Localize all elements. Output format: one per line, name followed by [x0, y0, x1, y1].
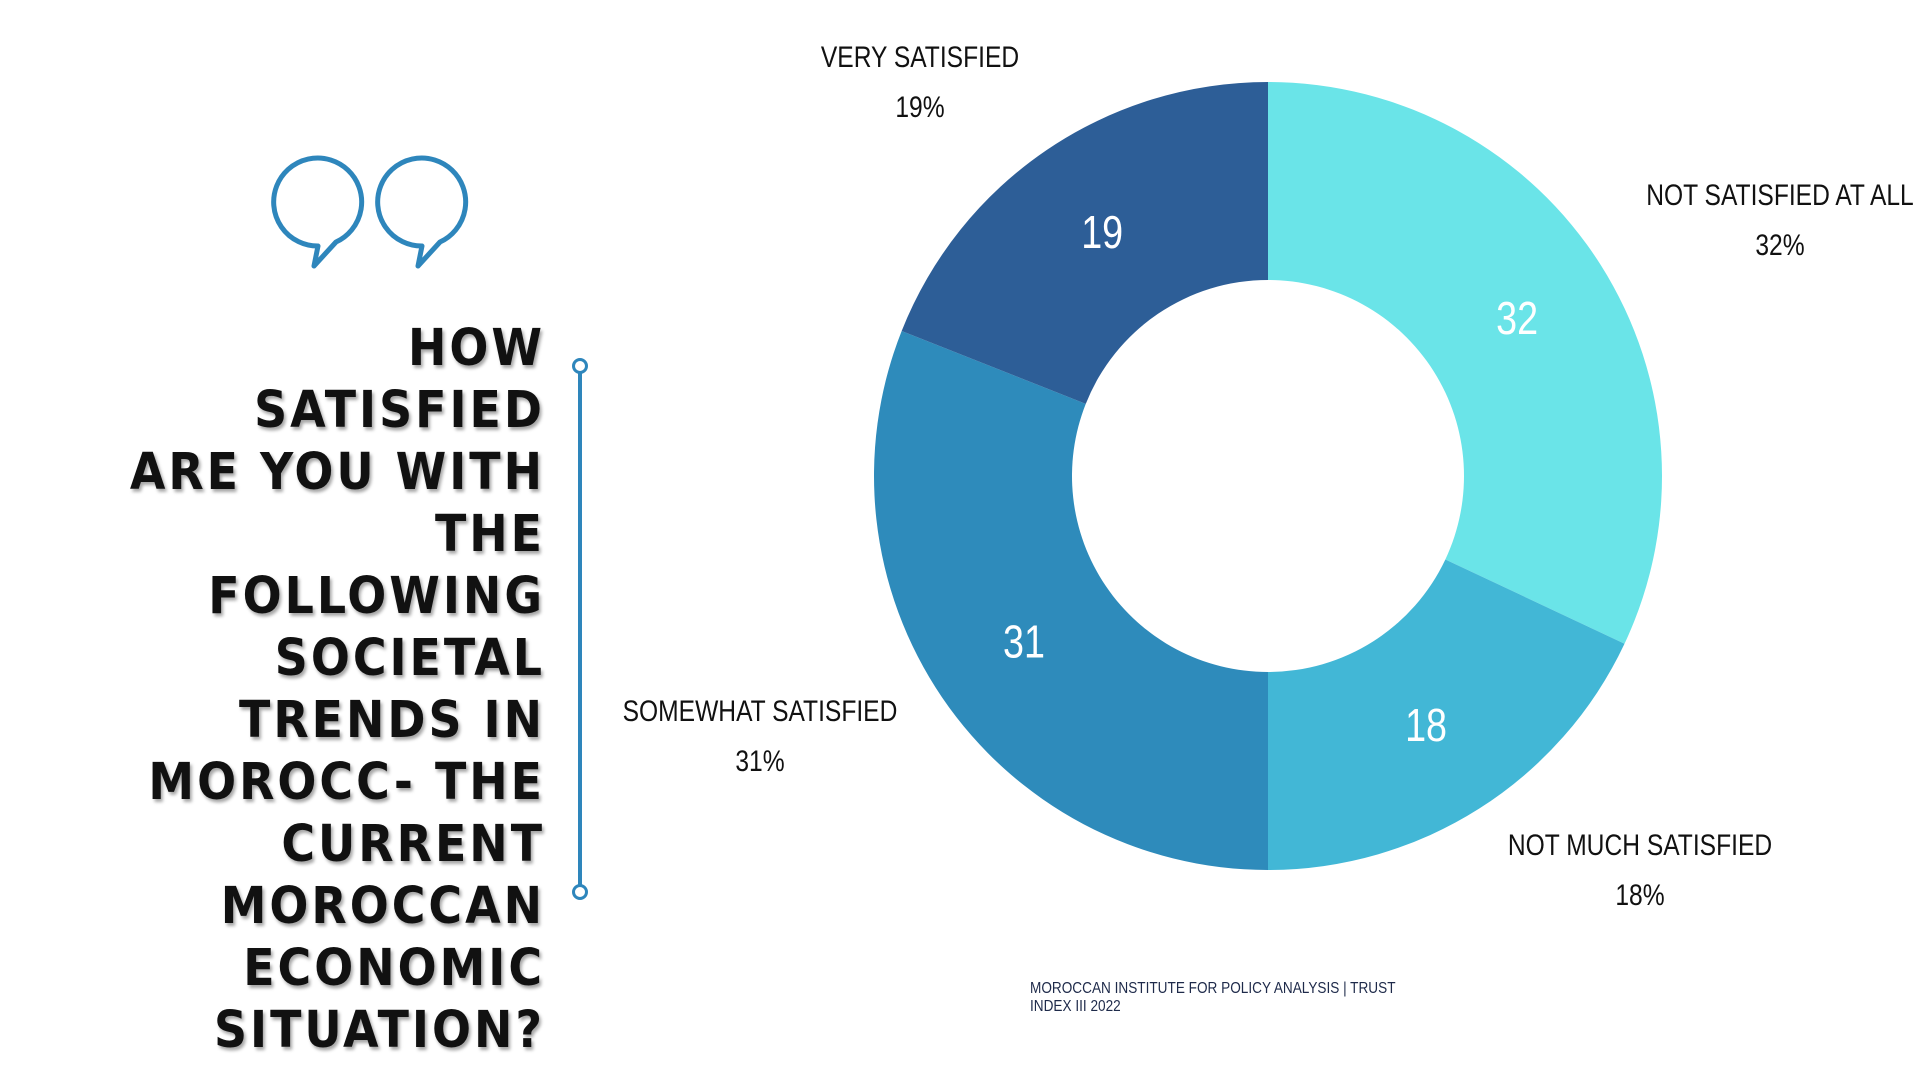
category-label: VERY SATISFIED [820, 41, 1020, 74]
category-label: SOMEWHAT SATISFIED [622, 695, 898, 728]
footer-source: MOROCCAN INSTITUTE FOR POLICY ANALYSIS |… [1030, 980, 1396, 1015]
question-title: HOW SATISFIED ARE YOU WITH THE FOLLOWING… [129, 319, 545, 1060]
percent-label: 32% [1755, 229, 1805, 262]
donut-slice-0 [1268, 82, 1662, 644]
legend-label-not-much-satisfied: NOT MUCH SATISFIED 18% [1501, 828, 1780, 914]
category-label: NOT SATISFIED AT ALL [1646, 179, 1914, 212]
legend-label-somewhat-satisfied: SOMEWHAT SATISFIED 31% [612, 694, 907, 780]
percent-label: 18% [1615, 879, 1665, 912]
percent-label: 31% [735, 745, 785, 778]
quote-icon [271, 155, 469, 269]
category-label: NOT MUCH SATISFIED [1507, 829, 1773, 862]
slice-value-label: 32 [1496, 292, 1538, 343]
slice-value-label: 19 [1081, 206, 1123, 257]
timeline-line [572, 358, 588, 900]
slice-value-label: 18 [1405, 699, 1447, 750]
donut-slice-1 [1268, 559, 1625, 870]
donut-slice-2 [874, 330, 1268, 870]
legend-label-very-satisfied: VERY SATISFIED 19% [789, 40, 1051, 126]
percent-label: 19% [895, 91, 945, 124]
slice-value-label: 31 [1003, 616, 1045, 667]
donut-slice-3 [901, 82, 1268, 404]
legend-label-not-satisfied-at-all: NOT SATISFIED AT ALL 32% [1641, 178, 1920, 264]
